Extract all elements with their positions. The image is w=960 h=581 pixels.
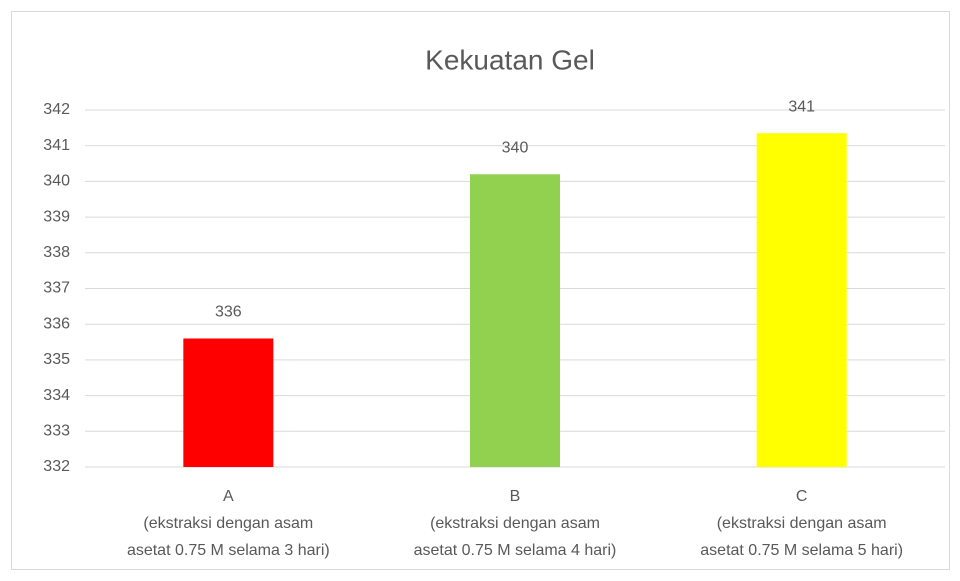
- x-tick-label: B (ekstraksi dengan asam asetat 0.75 M s…: [413, 488, 617, 559]
- data-label: 340: [502, 139, 529, 156]
- x-tick-label: C (ekstraksi dengan asam asetat 0.75 M s…: [700, 488, 904, 559]
- bar: [756, 133, 847, 467]
- bar: [183, 338, 274, 467]
- y-tick-label: 335: [43, 351, 70, 368]
- data-label: 336: [215, 304, 242, 321]
- y-tick-label: 336: [43, 315, 70, 332]
- bar: [470, 174, 560, 467]
- y-tick-label: 334: [43, 387, 70, 404]
- y-tick-label: 338: [43, 244, 70, 261]
- y-tick-label: 337: [43, 280, 70, 297]
- y-tick-label: 332: [43, 458, 70, 475]
- chart-title: Kekuatan Gel: [425, 44, 595, 75]
- y-tick-label: 341: [43, 137, 70, 154]
- x-tick-label: A (ekstraksi dengan asam asetat 0.75 M s…: [126, 488, 330, 559]
- y-tick-label: 333: [43, 423, 70, 440]
- y-tick-label: 340: [43, 173, 70, 190]
- y-tick-label: 339: [43, 208, 70, 225]
- y-tick-label: 342: [43, 101, 70, 118]
- data-label: 341: [788, 98, 815, 115]
